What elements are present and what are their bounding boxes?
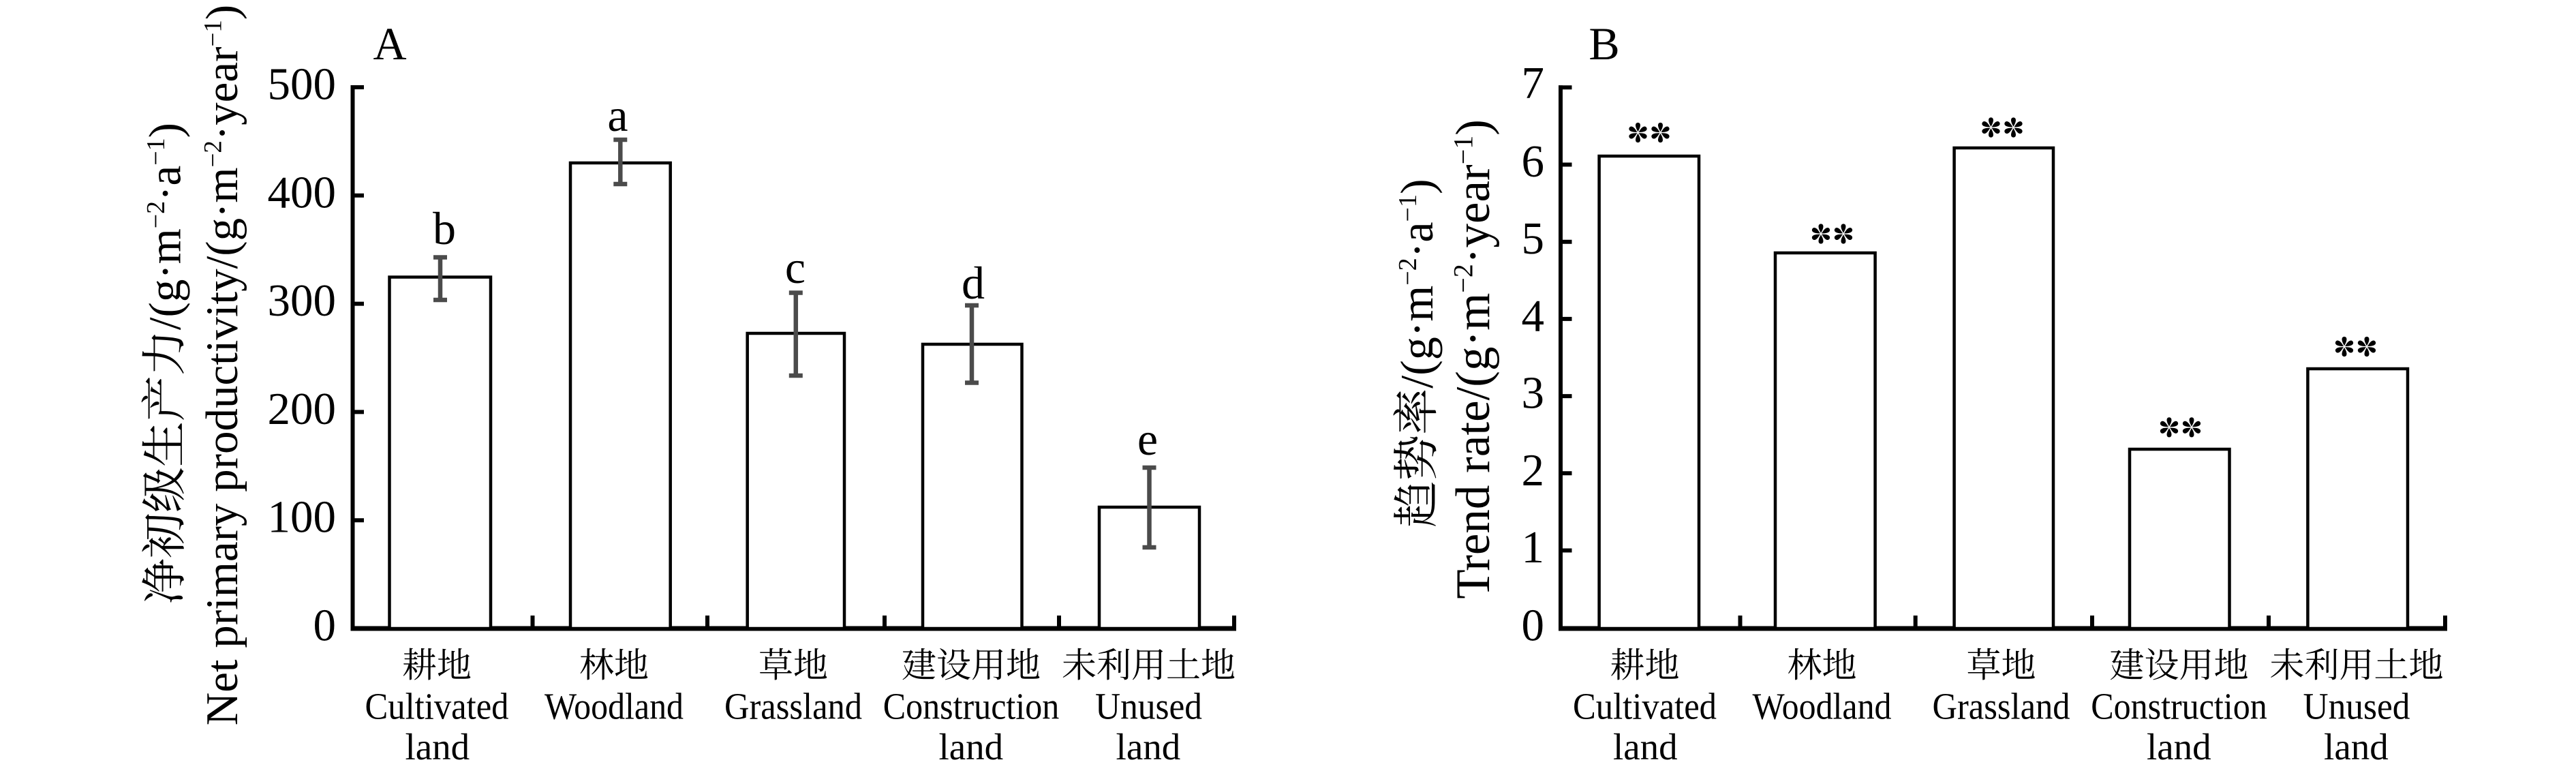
svg-text:0: 0 [1522, 601, 1545, 651]
svg-text:300: 300 [268, 275, 337, 326]
svg-text:Grassland: Grassland [1933, 686, 2070, 727]
svg-text:land: land [1613, 726, 1678, 768]
svg-text:400: 400 [268, 167, 337, 217]
svg-text:7: 7 [1522, 58, 1545, 108]
svg-text:B: B [1589, 18, 1619, 70]
svg-text:200: 200 [268, 384, 337, 434]
svg-text:Trend rate/(g·m−2·year−1): Trend rate/(g·m−2·year−1) [1447, 119, 1500, 599]
svg-text:0: 0 [313, 601, 337, 651]
svg-text:land: land [1116, 726, 1181, 768]
svg-text:100: 100 [268, 492, 337, 543]
svg-text:2: 2 [1522, 445, 1545, 496]
svg-text:5: 5 [1522, 213, 1545, 264]
svg-text:land: land [2147, 726, 2211, 768]
svg-text:Grassland: Grassland [724, 686, 862, 727]
svg-text:Woodland: Woodland [1753, 686, 1892, 727]
svg-text:4: 4 [1522, 290, 1545, 341]
svg-text:d: d [962, 257, 985, 309]
svg-text:1: 1 [1522, 522, 1545, 573]
svg-text:c: c [785, 241, 806, 293]
svg-text:land: land [405, 726, 470, 768]
svg-text:500: 500 [268, 59, 337, 110]
svg-text:b: b [433, 202, 456, 254]
svg-text:3: 3 [1522, 368, 1545, 419]
svg-text:A: A [373, 18, 406, 70]
svg-text:a: a [607, 89, 628, 141]
svg-text:Unused: Unused [2303, 686, 2410, 727]
svg-text:Unused: Unused [1095, 686, 1202, 727]
svg-text:6: 6 [1522, 136, 1545, 187]
svg-text:land: land [2324, 726, 2389, 768]
svg-text:Construction: Construction [883, 686, 1060, 727]
svg-text:Cultivated: Cultivated [365, 686, 509, 727]
svg-text:e: e [1137, 413, 1158, 465]
svg-text:land: land [938, 726, 1003, 768]
svg-text:Woodland: Woodland [545, 686, 684, 727]
svg-text:Net primary productivity/(g·m−: Net primary productivity/(g·m−2·year−1) [197, 5, 247, 725]
svg-text:Construction: Construction [2091, 686, 2267, 727]
svg-text:Cultivated: Cultivated [1573, 686, 1717, 727]
